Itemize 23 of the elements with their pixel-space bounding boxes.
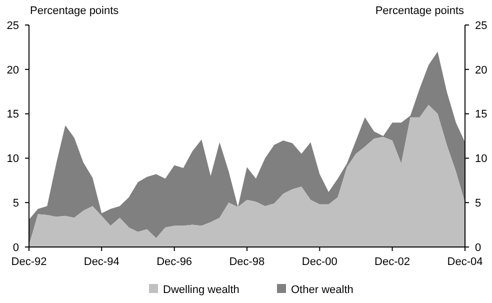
y-tick-label: 25 [6,20,19,32]
y-axis-title: Percentage points [30,5,120,17]
x-tick-label: Dec-96 [156,256,192,268]
y2-tick-label: 0 [475,242,482,254]
x-tick-label: Dec-98 [229,256,265,268]
y2-tick-label: 10 [475,153,488,166]
x-tick-label: Dec-04 [447,256,483,268]
x-tick-label: Dec-02 [374,256,410,268]
legend-label: Dwelling wealth [163,284,240,296]
x-tick-label: Dec-92 [11,256,47,268]
y2-axis-title: Percentage points [375,5,464,17]
y2-tick-label: 5 [475,197,482,210]
x-tick-label: Dec-00 [302,256,338,268]
y2-tick-label: 15 [475,108,488,121]
y-tick-label: 5 [12,197,19,210]
y-tick-label: 15 [6,108,19,121]
y-tick-label: 0 [12,242,19,254]
y2-tick-label: 25 [475,20,488,32]
y2-tick-label: 20 [475,64,488,76]
legend-label: Other wealth [291,284,354,296]
y-tick-label: 10 [6,153,19,166]
x-tick-label: Dec-94 [84,256,120,268]
y-tick-label: 20 [6,64,19,76]
